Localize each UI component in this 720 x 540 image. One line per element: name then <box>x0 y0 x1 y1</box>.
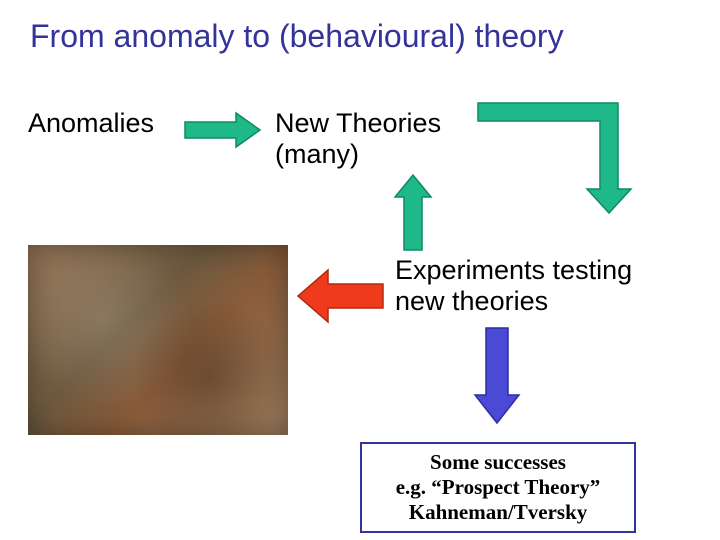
experiments-to-successes <box>475 328 519 423</box>
theories-to-experiments <box>478 103 631 213</box>
experiments-to-image <box>298 270 383 322</box>
anomalies-to-theories <box>185 113 260 147</box>
arrows-layer <box>0 0 720 540</box>
experiments-to-theories <box>395 175 431 250</box>
